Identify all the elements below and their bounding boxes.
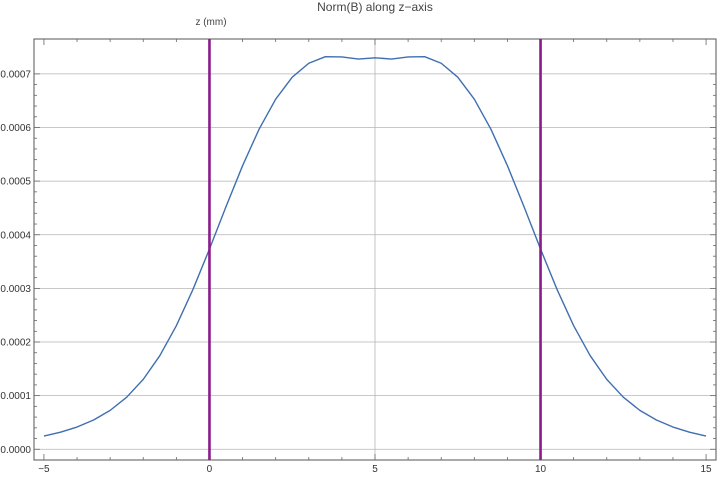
series-layer [43, 56, 707, 437]
x-tick-label: 10 [535, 464, 547, 475]
x-tick-label: 0 [207, 464, 213, 475]
y-tick-label: 0.0000 [0, 445, 31, 456]
y-tick-label: 0.0001 [0, 391, 31, 402]
chart-title: Norm(B) along z−axis [317, 0, 433, 14]
x-tick-label: 15 [701, 464, 713, 475]
y-tick-label: 0.0006 [0, 123, 31, 134]
x-axis-title: z (mm) [195, 17, 226, 28]
y-tick-label: 0.0005 [0, 177, 31, 188]
y-tick-label: 0.0004 [0, 230, 31, 241]
x-tick-label: −5 [38, 464, 50, 475]
y-tick-label: 0.0003 [0, 284, 31, 295]
x-tick-label: 5 [372, 464, 378, 475]
x-tick-labels: −5 0 5 10 15 [38, 464, 712, 475]
series-line [43, 56, 707, 437]
y-tick-label: 0.0002 [0, 338, 31, 349]
grid [34, 39, 716, 460]
marker-lines [208, 39, 542, 460]
y-tick-label: 0.0007 [0, 69, 31, 80]
y-tick-labels: 0.0000 0.0001 0.0002 0.0003 0.0004 0.0005 0.00… [0, 69, 31, 455]
